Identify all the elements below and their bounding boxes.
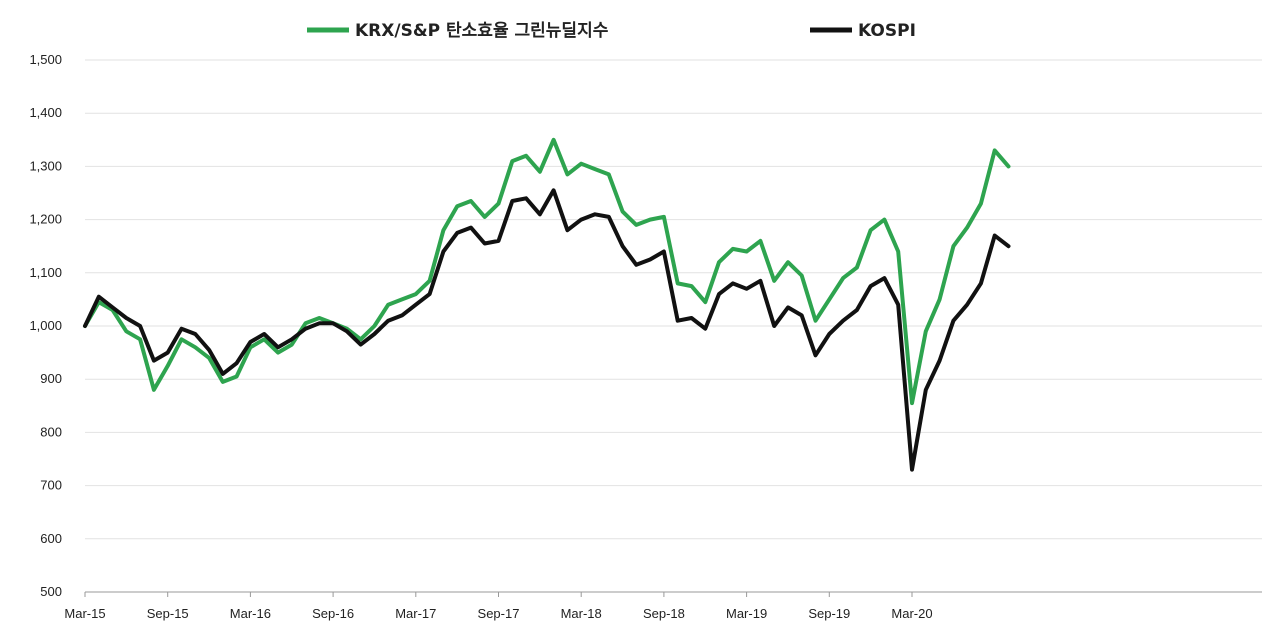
x-tick-label: Sep-16 (312, 606, 354, 621)
series-line-kospi (83, 188, 1011, 472)
y-tick-label: 500 (40, 584, 62, 599)
x-tick-label: Mar-17 (395, 606, 436, 621)
y-tick-label: 1,100 (29, 265, 62, 280)
x-tick-label: Sep-17 (478, 606, 520, 621)
y-tick-label: 900 (40, 371, 62, 386)
series-line-green-new-deal-index (83, 137, 1011, 406)
legend-label-kospi: KOSPI (858, 21, 916, 41)
y-tick-label: 700 (40, 478, 62, 493)
x-tick-label: Mar-20 (891, 606, 932, 621)
y-tick-label: 1,500 (29, 52, 62, 67)
legend-label-green: KRX/S&P 탄소효율 그린뉴딜지수 (355, 21, 609, 41)
y-tick-label: 1,000 (29, 318, 62, 333)
x-tick-label: Mar-19 (726, 606, 767, 621)
legend: KRX/S&P 탄소효율 그린뉴딜지수 KOSPI (307, 21, 916, 41)
y-tick-label: 1,400 (29, 105, 62, 120)
series-lines (83, 137, 1011, 472)
x-axis: Mar-15 Sep-15 Mar-16 Sep-16 Mar-17 Sep-17 Mar-… (64, 591, 1262, 621)
x-tick-label: Mar-15 (64, 606, 105, 621)
gridlines (85, 59, 1262, 593)
x-tick-label: Sep-19 (808, 606, 850, 621)
y-tick-label: 1,300 (29, 158, 62, 173)
y-axis: 1,500 1,400 1,300 1,200 1,100 1,000 900 800 700 6… (29, 52, 62, 599)
x-tick-label: Mar-18 (561, 606, 602, 621)
x-tick-label: Sep-15 (147, 606, 189, 621)
y-tick-label: 800 (40, 424, 62, 439)
x-tick-label: Sep-18 (643, 606, 685, 621)
y-tick-label: 600 (40, 531, 62, 546)
y-tick-label: 1,200 (29, 212, 62, 227)
x-tick-label: Mar-16 (230, 606, 271, 621)
